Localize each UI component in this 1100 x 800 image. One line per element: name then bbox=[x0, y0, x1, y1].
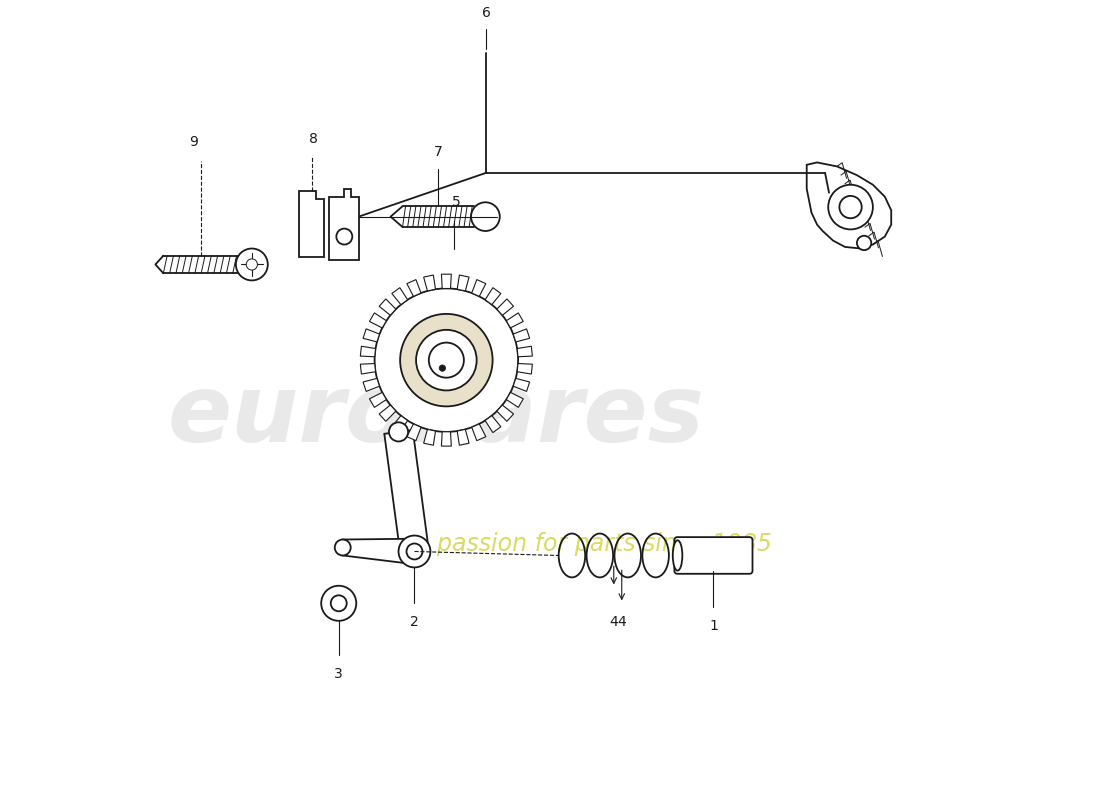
Text: 6: 6 bbox=[482, 6, 491, 20]
Text: 1: 1 bbox=[710, 619, 718, 634]
Polygon shape bbox=[361, 346, 375, 357]
Polygon shape bbox=[514, 329, 529, 342]
Polygon shape bbox=[514, 378, 529, 391]
Circle shape bbox=[235, 249, 267, 281]
Circle shape bbox=[828, 185, 873, 230]
Polygon shape bbox=[363, 378, 379, 391]
Circle shape bbox=[839, 196, 861, 218]
Polygon shape bbox=[392, 416, 408, 433]
Polygon shape bbox=[384, 430, 429, 554]
Polygon shape bbox=[407, 424, 421, 441]
Text: 2: 2 bbox=[410, 615, 419, 630]
Polygon shape bbox=[441, 274, 451, 289]
Polygon shape bbox=[379, 299, 396, 315]
Polygon shape bbox=[363, 329, 379, 342]
Polygon shape bbox=[517, 363, 532, 374]
Circle shape bbox=[246, 259, 257, 270]
Circle shape bbox=[398, 535, 430, 567]
Polygon shape bbox=[343, 538, 415, 564]
Circle shape bbox=[857, 236, 871, 250]
Text: a passion for parts since 1985: a passion for parts since 1985 bbox=[416, 531, 772, 555]
Text: 8: 8 bbox=[309, 133, 318, 146]
Polygon shape bbox=[370, 392, 386, 407]
Circle shape bbox=[375, 288, 518, 432]
Polygon shape bbox=[361, 363, 375, 374]
Text: 3: 3 bbox=[334, 667, 343, 681]
Circle shape bbox=[337, 229, 352, 245]
Polygon shape bbox=[506, 392, 524, 407]
Polygon shape bbox=[485, 288, 501, 305]
Polygon shape bbox=[517, 346, 532, 357]
Circle shape bbox=[321, 586, 356, 621]
Text: 4: 4 bbox=[609, 615, 618, 630]
Text: euroPares: euroPares bbox=[167, 370, 704, 462]
Polygon shape bbox=[424, 275, 436, 291]
Circle shape bbox=[429, 342, 464, 378]
Text: 7: 7 bbox=[434, 146, 443, 159]
Polygon shape bbox=[506, 313, 524, 328]
Polygon shape bbox=[472, 424, 486, 441]
Polygon shape bbox=[441, 432, 451, 446]
Circle shape bbox=[416, 330, 476, 390]
Text: 5: 5 bbox=[452, 194, 460, 209]
Polygon shape bbox=[497, 299, 514, 315]
Circle shape bbox=[400, 314, 493, 406]
Circle shape bbox=[334, 539, 351, 555]
Polygon shape bbox=[485, 416, 501, 433]
Circle shape bbox=[407, 543, 422, 559]
Polygon shape bbox=[329, 189, 360, 261]
Polygon shape bbox=[370, 313, 386, 328]
Polygon shape bbox=[458, 275, 469, 291]
Text: 9: 9 bbox=[189, 135, 198, 149]
Polygon shape bbox=[472, 279, 486, 296]
Polygon shape bbox=[806, 162, 891, 249]
Circle shape bbox=[471, 202, 499, 231]
Polygon shape bbox=[424, 430, 436, 446]
Polygon shape bbox=[299, 191, 324, 257]
Text: 4: 4 bbox=[617, 615, 626, 630]
Polygon shape bbox=[497, 405, 514, 422]
Polygon shape bbox=[458, 430, 469, 446]
Polygon shape bbox=[407, 279, 421, 296]
Circle shape bbox=[389, 422, 408, 442]
FancyBboxPatch shape bbox=[674, 537, 752, 574]
Polygon shape bbox=[392, 288, 408, 305]
Ellipse shape bbox=[673, 540, 682, 570]
Polygon shape bbox=[379, 405, 396, 422]
Circle shape bbox=[331, 595, 346, 611]
Circle shape bbox=[439, 365, 446, 371]
